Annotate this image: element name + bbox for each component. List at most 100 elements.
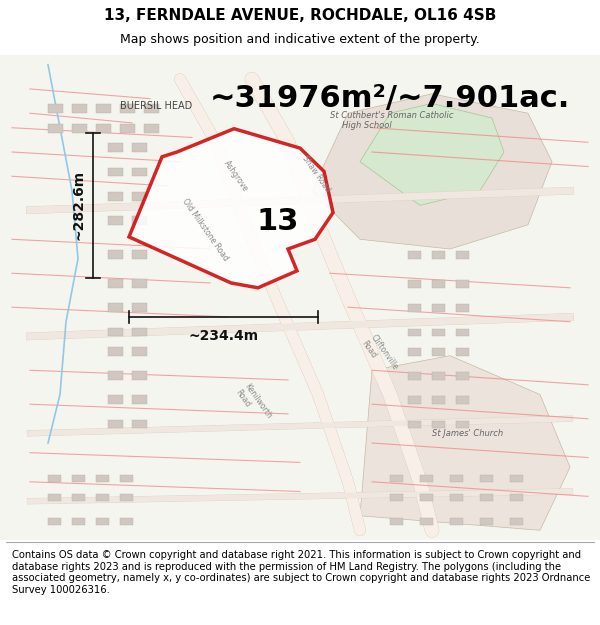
Bar [108,420,123,429]
Bar [450,474,463,482]
Bar [120,518,133,526]
Bar [108,143,123,152]
Bar [72,518,85,526]
Polygon shape [360,104,504,206]
Bar [480,494,493,501]
Bar [72,494,85,501]
Bar [480,518,493,526]
Text: Contains OS data © Crown copyright and database right 2021. This information is : Contains OS data © Crown copyright and d… [12,550,590,595]
Bar [132,371,147,380]
Bar [108,328,123,336]
Bar [408,280,421,288]
Bar [408,421,421,429]
Text: Old Milkstone Road: Old Milkstone Road [180,197,230,262]
Text: ~31976m²/~7.901ac.: ~31976m²/~7.901ac. [210,84,571,113]
Bar [132,250,147,259]
Bar [48,494,61,501]
Bar [144,124,159,132]
Bar [456,421,469,429]
Bar [432,348,445,356]
Text: Kenilworth
Road: Kenilworth Road [234,382,273,426]
Polygon shape [129,129,333,288]
Text: ~282.6m: ~282.6m [71,170,85,241]
Bar [420,474,433,482]
Bar [390,474,403,482]
Bar [456,304,469,312]
Bar [96,494,109,501]
Bar [510,494,523,501]
Text: ~234.4m: ~234.4m [188,329,259,343]
Bar [132,396,147,404]
Polygon shape [312,94,552,249]
Bar [450,494,463,501]
Bar [432,280,445,288]
Text: BUERSIL HEAD: BUERSIL HEAD [120,101,192,111]
Bar [390,494,403,501]
Bar [132,143,147,152]
Bar [108,279,123,288]
Bar [108,303,123,312]
Text: 13: 13 [257,207,299,236]
Bar [120,474,133,482]
Bar [408,304,421,312]
Bar [96,124,111,132]
Bar [510,518,523,526]
Bar [456,348,469,356]
Bar [132,420,147,429]
Bar [450,518,463,526]
Bar [132,303,147,312]
Text: Ashgrove: Ashgrove [222,159,250,194]
Bar [120,494,133,501]
Bar [432,421,445,429]
Bar [420,518,433,526]
Bar [48,104,63,113]
Bar [456,372,469,380]
Bar [108,250,123,259]
Text: Cliftonville
Road: Cliftonville Road [360,333,400,378]
Bar [108,216,123,225]
Bar [48,474,61,482]
Bar [132,328,147,336]
Bar [48,124,63,132]
Bar [456,251,469,259]
Text: 13, FERNDALE AVENUE, ROCHDALE, OL16 4SB: 13, FERNDALE AVENUE, ROCHDALE, OL16 4SB [104,8,496,23]
Bar [408,251,421,259]
Bar [132,168,147,176]
Bar [408,348,421,356]
Bar [144,104,159,113]
Text: Shaw Road: Shaw Road [300,154,332,194]
Bar [48,518,61,526]
Bar [108,371,123,380]
Bar [432,251,445,259]
Bar [420,494,433,501]
Bar [96,104,111,113]
Bar [432,372,445,380]
Bar [456,396,469,404]
Bar [108,347,123,356]
Bar [96,518,109,526]
Bar [408,396,421,404]
Bar [120,124,135,132]
Bar [72,474,85,482]
Bar [432,304,445,312]
Bar [108,396,123,404]
Text: High School: High School [342,121,392,130]
Bar [432,329,445,336]
Bar [456,329,469,336]
Bar [72,124,87,132]
Bar [132,279,147,288]
Bar [132,216,147,225]
Bar [408,329,421,336]
Bar [408,372,421,380]
Bar [108,168,123,176]
Text: St Cuthbert's Roman Catholic: St Cuthbert's Roman Catholic [330,111,454,120]
Text: Map shows position and indicative extent of the property.: Map shows position and indicative extent… [120,33,480,46]
Bar [96,474,109,482]
Bar [456,280,469,288]
Bar [132,192,147,201]
Text: St James' Church: St James' Church [432,429,503,438]
Bar [120,104,135,113]
Bar [480,474,493,482]
Bar [390,518,403,526]
Polygon shape [360,356,570,530]
